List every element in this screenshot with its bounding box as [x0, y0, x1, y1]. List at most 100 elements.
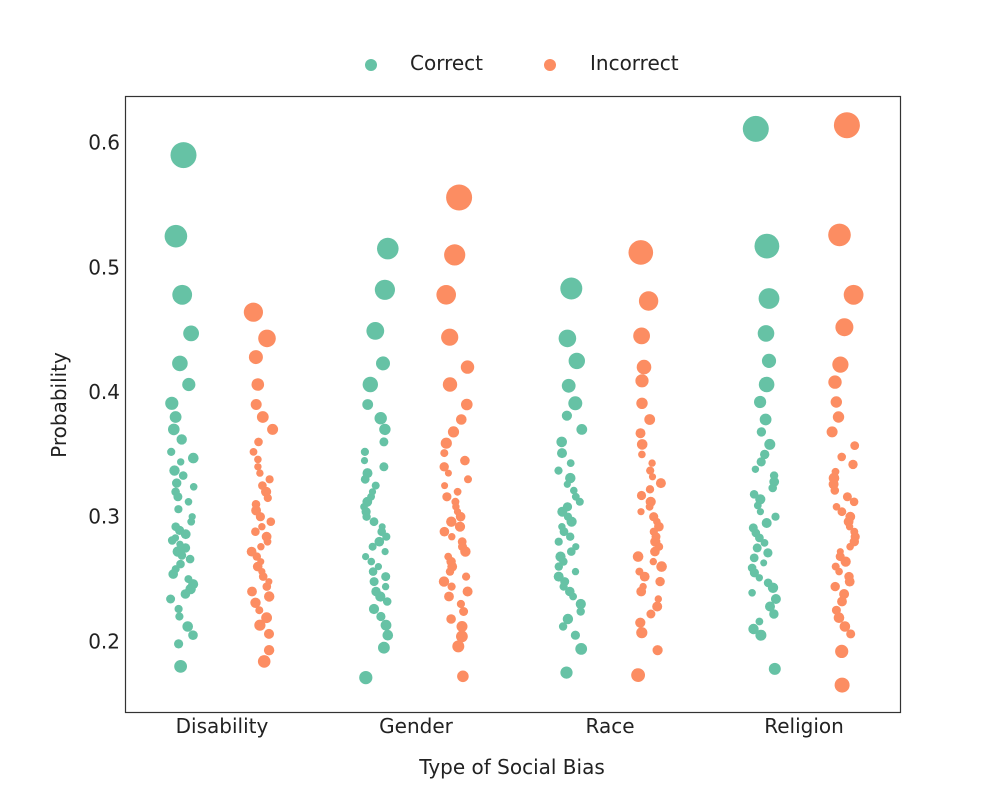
data-point-correct: [175, 612, 184, 621]
data-point-correct: [765, 601, 775, 612]
data-point-incorrect: [442, 377, 458, 392]
data-point-correct: [755, 629, 767, 641]
data-point-correct: [754, 233, 780, 259]
data-point-incorrect: [654, 595, 662, 603]
data-point-correct: [575, 497, 584, 506]
x-tick-label: Disability: [176, 714, 269, 738]
data-point-incorrect: [436, 285, 457, 305]
data-point-correct: [167, 536, 177, 545]
legend-label-incorrect: Incorrect: [590, 51, 679, 75]
data-point-incorrect: [837, 596, 847, 607]
data-point-correct: [558, 622, 568, 631]
y-tick-label: 0.6: [88, 131, 120, 155]
data-point-correct: [754, 395, 767, 409]
data-point-correct: [381, 548, 389, 556]
data-point-correct: [169, 465, 180, 476]
data-point-correct: [172, 355, 188, 372]
data-point-incorrect: [637, 508, 645, 516]
data-point-incorrect: [456, 621, 468, 632]
data-point-correct: [749, 568, 760, 578]
data-point-incorrect: [258, 523, 266, 531]
data-point-correct: [760, 539, 769, 547]
data-point-correct: [759, 413, 772, 426]
data-point-incorrect: [255, 606, 264, 615]
data-point-correct: [165, 396, 179, 410]
data-point-correct: [189, 483, 198, 491]
data-point-incorrect: [462, 586, 473, 597]
data-point-correct: [369, 517, 379, 527]
data-point-correct: [562, 613, 574, 625]
data-point-incorrect: [441, 482, 449, 490]
data-point-correct: [375, 591, 386, 602]
data-point-incorrect: [267, 423, 279, 435]
data-point-correct: [173, 492, 183, 502]
y-axis-label: Probability: [47, 352, 71, 458]
data-point-correct: [172, 478, 182, 488]
data-point-incorrect: [459, 607, 469, 616]
data-point-correct: [566, 532, 575, 541]
data-point-correct: [172, 284, 193, 305]
data-point-correct: [377, 237, 399, 260]
x-tick-label: Gender: [379, 714, 453, 738]
data-point-incorrect: [445, 567, 455, 576]
data-point-correct: [557, 448, 567, 459]
data-point-correct: [748, 589, 756, 597]
x-tick-labels: Disability Gender Race Religion: [176, 714, 844, 738]
data-point-incorrect: [840, 556, 851, 567]
data-point-correct: [176, 434, 187, 445]
data-point-incorrect: [448, 533, 456, 541]
data-point-incorrect: [636, 397, 648, 409]
data-point-correct: [174, 660, 188, 673]
data-point-correct: [180, 529, 191, 540]
y-tick-label: 0.2: [88, 629, 120, 653]
data-point-incorrect: [833, 112, 860, 139]
data-point-incorrect: [250, 597, 261, 608]
data-point-incorrect: [248, 350, 263, 365]
data-point-correct: [758, 376, 775, 393]
data-point-correct: [559, 527, 569, 537]
data-point-incorrect: [646, 466, 655, 475]
data-point-incorrect: [628, 240, 654, 265]
plot-area: [124, 95, 902, 714]
data-point-incorrect: [844, 576, 855, 587]
data-point-correct: [753, 501, 762, 510]
y-tick-label: 0.5: [88, 255, 120, 279]
data-point-incorrect: [638, 450, 646, 459]
data-point-incorrect: [256, 469, 264, 477]
data-point-correct: [168, 423, 180, 436]
data-point-correct: [755, 574, 763, 582]
data-point-incorrect: [638, 291, 659, 311]
data-point-correct: [366, 322, 385, 340]
data-point-correct: [359, 671, 373, 685]
data-point-incorrect: [652, 601, 663, 612]
data-point-incorrect: [251, 527, 260, 536]
data-point-correct: [362, 376, 378, 393]
data-point-correct: [757, 325, 775, 342]
data-point-correct: [360, 474, 370, 484]
data-point-incorrect: [258, 329, 276, 348]
data-point-incorrect: [257, 655, 271, 668]
data-point-incorrect: [632, 551, 644, 562]
data-point-incorrect: [837, 452, 846, 462]
data-point-incorrect: [832, 503, 841, 511]
data-point-correct: [556, 436, 567, 448]
data-point-incorrect: [265, 475, 274, 484]
data-point-incorrect: [832, 411, 845, 423]
data-point-incorrect: [830, 396, 842, 408]
data-point-incorrect: [256, 411, 269, 423]
data-point-incorrect: [444, 591, 454, 602]
data-point-correct: [183, 325, 200, 342]
data-point-correct: [177, 458, 185, 466]
data-point-incorrect: [461, 398, 473, 411]
data-point-incorrect: [453, 487, 462, 496]
data-point-correct: [760, 559, 768, 567]
data-point-correct: [560, 277, 583, 300]
data-point-correct: [182, 377, 196, 392]
data-point-correct: [567, 547, 576, 556]
data-point-correct: [362, 512, 371, 521]
data-point-correct: [381, 572, 391, 582]
data-point-incorrect: [842, 492, 852, 502]
legend: Correct Incorrect: [365, 51, 679, 75]
data-point-correct: [749, 553, 759, 563]
data-point-correct: [763, 548, 773, 558]
